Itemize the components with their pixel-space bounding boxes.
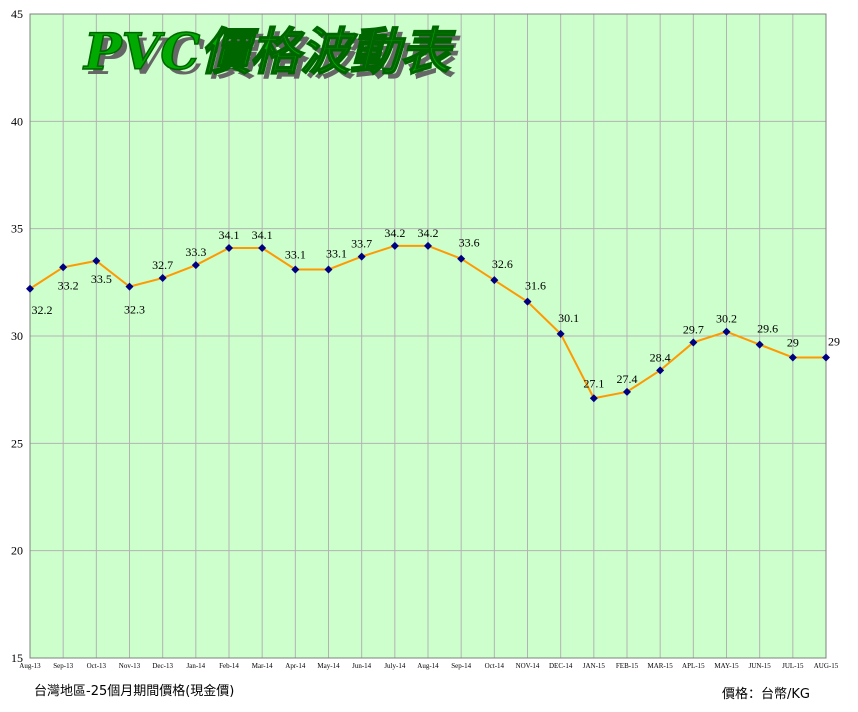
data-point <box>623 387 631 396</box>
data-label: 32.3 <box>124 303 145 317</box>
x-tick-label: Sep-13 <box>53 662 73 670</box>
x-axis: Aug-13 Sep-13 Oct-13 Nov-13 Dec-13 Jan-14 Feb-… <box>19 662 838 670</box>
data-point <box>755 340 764 349</box>
data-point <box>225 243 233 252</box>
footnote-unit: 價格：台幣/KG <box>722 687 810 702</box>
data-label: 28.4 <box>650 350 671 364</box>
footnote-region: 台灣地區-25個月期間價格(現金價) <box>34 684 235 699</box>
data-point <box>689 338 698 347</box>
y-tick-label: 15 <box>11 651 23 665</box>
data-label: 33.3 <box>185 245 206 259</box>
data-label: 34.1 <box>219 228 240 242</box>
data-label: 33.1 <box>285 247 306 261</box>
y-tick-label: 35 <box>11 222 23 236</box>
data-point <box>26 284 34 293</box>
data-point <box>722 327 731 336</box>
x-tick-label: FEB-15 <box>616 662 639 670</box>
data-label: 29 <box>787 335 799 349</box>
x-tick-label: Oct-14 <box>485 662 505 670</box>
x-tick-label: Jun-14 <box>352 662 372 670</box>
y-tick-label: 40 <box>11 114 23 128</box>
data-point <box>357 252 366 261</box>
x-tick-label: APL-15 <box>682 662 705 670</box>
data-point <box>291 265 300 274</box>
data-point <box>788 353 797 362</box>
gridlines <box>29 13 827 659</box>
series-markers <box>26 241 830 403</box>
data-label: 30.2 <box>716 312 737 326</box>
x-tick-label: May-14 <box>317 662 340 670</box>
chart-title: PVC價格波動表 PVC價格波動表 <box>81 21 461 86</box>
x-tick-label: MAR-15 <box>648 662 674 670</box>
data-label: 31.6 <box>525 279 546 293</box>
data-label: 32.6 <box>492 257 513 271</box>
data-label: 30.1 <box>558 311 579 325</box>
data-label: 27.1 <box>583 376 604 390</box>
y-axis: 15 20 25 30 35 40 45 <box>11 7 23 665</box>
x-tick-label: Aug-13 <box>19 662 41 670</box>
x-tick-label: July-14 <box>384 662 406 670</box>
data-labels: 32.2 33.2 33.5 32.3 32.7 33.3 34.1 34.1 33.1 33.1… <box>32 226 841 390</box>
data-point <box>92 256 101 265</box>
x-tick-label: Apr-14 <box>285 662 306 670</box>
x-tick-label: Dec-13 <box>152 662 173 670</box>
data-point <box>490 276 499 285</box>
data-label: 34.1 <box>252 228 273 242</box>
x-tick-label: DEC-14 <box>549 662 573 670</box>
data-point <box>523 297 532 306</box>
chart-title-shadow: PVC價格波動表 <box>87 27 461 86</box>
data-point <box>158 274 167 283</box>
x-tick-label: Aug-14 <box>417 662 439 670</box>
data-label: 33.5 <box>91 272 112 286</box>
data-label: 29.6 <box>757 322 778 336</box>
data-point <box>822 353 830 362</box>
data-label: 33.7 <box>351 237 372 251</box>
x-tick-label: Sep-14 <box>451 662 471 670</box>
data-label: 33.2 <box>58 278 79 292</box>
x-tick-label: MAY-15 <box>714 662 739 670</box>
data-label: 33.6 <box>459 236 480 250</box>
data-point <box>457 254 466 263</box>
x-tick-label: JUN-15 <box>749 662 772 670</box>
x-tick-label: Jan-14 <box>186 662 205 670</box>
data-point <box>125 282 134 291</box>
y-tick-label: 30 <box>11 329 23 343</box>
y-tick-label: 45 <box>11 7 23 21</box>
data-point <box>390 241 399 250</box>
data-label: 29.7 <box>683 322 704 336</box>
data-point <box>556 329 565 338</box>
x-tick-label: Oct-13 <box>87 662 107 670</box>
data-label: 33.1 <box>326 246 347 260</box>
data-label: 32.7 <box>152 258 173 272</box>
data-point <box>59 263 68 272</box>
data-label: 27.4 <box>617 372 638 386</box>
data-point <box>424 241 432 250</box>
x-tick-label: Nov-13 <box>119 662 141 670</box>
data-label: 29 <box>828 334 840 348</box>
x-tick-label: Mar-14 <box>252 662 273 670</box>
x-tick-label: AUG-15 <box>814 662 839 670</box>
data-point <box>191 261 200 270</box>
data-label: 32.2 <box>32 303 53 317</box>
data-label: 34.2 <box>418 226 439 240</box>
data-point <box>324 265 333 274</box>
data-point <box>258 243 267 252</box>
data-point <box>589 394 598 403</box>
chart-title-text: PVC價格波動表 <box>82 22 456 81</box>
data-point <box>656 366 665 375</box>
x-tick-label: JAN-15 <box>583 662 606 670</box>
y-tick-label: 25 <box>11 436 23 450</box>
data-label: 34.2 <box>384 226 405 240</box>
plot-border <box>29 13 827 659</box>
y-tick-label: 20 <box>11 544 23 558</box>
x-tick-label: JUL-15 <box>782 662 804 670</box>
x-tick-label: NOV-14 <box>516 662 540 670</box>
x-tick-label: Feb-14 <box>219 662 239 670</box>
